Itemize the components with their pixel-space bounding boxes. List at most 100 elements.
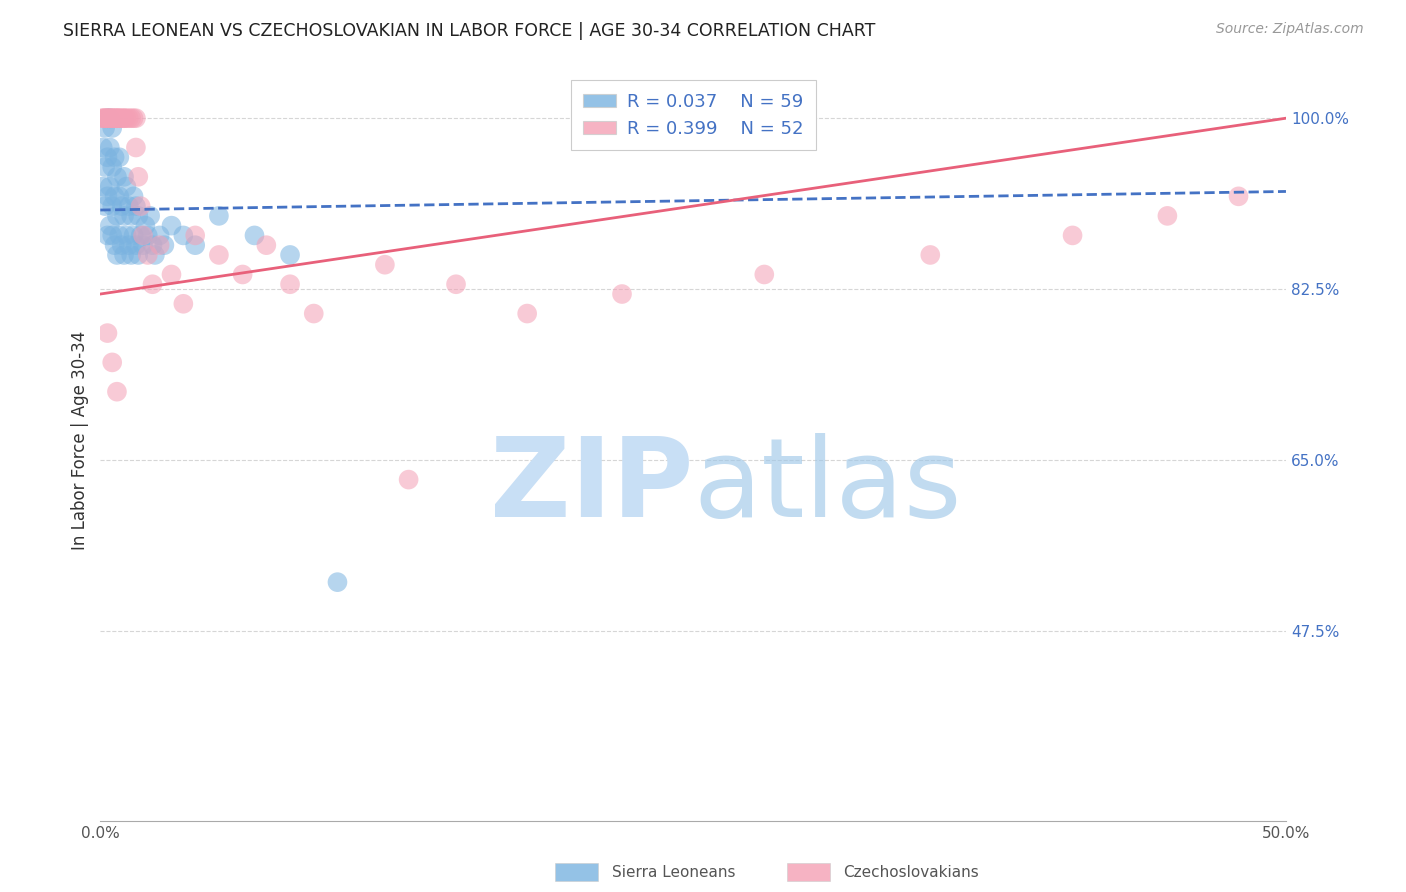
Point	[98, 112, 121, 126]
Point	[108, 112, 131, 126]
Point	[153, 238, 176, 252]
Point	[91, 140, 114, 154]
Point	[132, 238, 155, 252]
Point	[94, 112, 117, 126]
Point	[149, 238, 172, 252]
Point	[149, 228, 172, 243]
Point	[103, 189, 125, 203]
Text: SIERRA LEONEAN VS CZECHOSLOVAKIAN IN LABOR FORCE | AGE 30-34 CORRELATION CHART: SIERRA LEONEAN VS CZECHOSLOVAKIAN IN LAB…	[63, 22, 876, 40]
Point	[112, 209, 135, 223]
Point	[111, 199, 134, 213]
Y-axis label: In Labor Force | Age 30-34: In Labor Force | Age 30-34	[72, 331, 89, 550]
Point	[96, 326, 118, 340]
Point	[105, 209, 128, 223]
Point	[278, 248, 301, 262]
Text: Sierra Leoneans: Sierra Leoneans	[612, 865, 735, 880]
Point	[98, 219, 121, 233]
Point	[105, 248, 128, 262]
Point	[101, 112, 124, 126]
Point	[374, 258, 396, 272]
Point	[125, 238, 148, 252]
Text: ZIP: ZIP	[489, 433, 693, 540]
Bar	[787, 863, 830, 881]
Point	[143, 248, 166, 262]
Text: atlas: atlas	[693, 433, 962, 540]
Point	[98, 112, 121, 126]
Point	[1227, 189, 1250, 203]
Point	[91, 112, 114, 126]
Point	[208, 248, 231, 262]
Point	[516, 307, 538, 321]
Point	[610, 287, 633, 301]
Point	[118, 112, 141, 126]
Point	[232, 268, 254, 282]
Point	[120, 248, 142, 262]
Point	[136, 228, 159, 243]
Point	[103, 112, 125, 126]
Point	[326, 575, 349, 590]
Point	[141, 238, 163, 252]
Point	[254, 238, 277, 252]
Point	[98, 112, 121, 126]
Point	[94, 120, 117, 135]
Point	[105, 112, 128, 126]
Point	[101, 355, 124, 369]
Legend: R = 0.037    N = 59, R = 0.399    N = 52: R = 0.037 N = 59, R = 0.399 N = 52	[571, 80, 815, 151]
Point	[103, 112, 125, 126]
Point	[91, 179, 114, 194]
Point	[184, 228, 207, 243]
Point	[398, 473, 420, 487]
Point	[122, 112, 145, 126]
Point	[98, 140, 121, 154]
Point	[278, 277, 301, 292]
Point	[94, 160, 117, 174]
Point	[172, 297, 194, 311]
Point	[122, 228, 145, 243]
Point	[101, 199, 124, 213]
Point	[243, 228, 266, 243]
Point	[96, 112, 118, 126]
Point	[118, 199, 141, 213]
Point	[112, 112, 135, 126]
Point	[125, 199, 148, 213]
Point	[103, 150, 125, 164]
Point	[754, 268, 776, 282]
Point	[98, 179, 121, 194]
Point	[105, 112, 128, 126]
Point	[108, 189, 131, 203]
Point	[96, 189, 118, 203]
Point	[101, 160, 124, 174]
Point	[111, 238, 134, 252]
Point	[127, 209, 149, 223]
Point	[101, 112, 124, 126]
Point	[127, 169, 149, 184]
Point	[112, 248, 135, 262]
Point	[172, 228, 194, 243]
Point	[111, 112, 134, 126]
Point	[920, 248, 942, 262]
Point	[302, 307, 325, 321]
Point	[125, 140, 148, 154]
Point	[96, 112, 118, 126]
Point	[94, 112, 117, 126]
Point	[118, 238, 141, 252]
Point	[1156, 209, 1178, 223]
Point	[120, 112, 142, 126]
Point	[115, 112, 138, 126]
Point	[136, 248, 159, 262]
Point	[139, 209, 162, 223]
Point	[208, 209, 231, 223]
Point	[101, 120, 124, 135]
Point	[94, 199, 117, 213]
Text: Czechoslovakians: Czechoslovakians	[844, 865, 980, 880]
Point	[125, 112, 148, 126]
Point	[96, 112, 118, 126]
Point	[105, 384, 128, 399]
Point	[129, 199, 152, 213]
Point	[160, 219, 183, 233]
Point	[112, 169, 135, 184]
Point	[108, 112, 131, 126]
Point	[127, 248, 149, 262]
Point	[112, 112, 135, 126]
Point	[141, 277, 163, 292]
